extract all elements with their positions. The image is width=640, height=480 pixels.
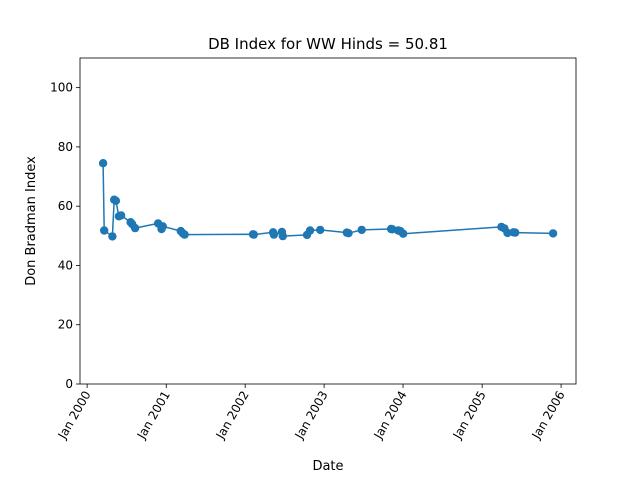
data-point (108, 232, 117, 241)
x-tick-label: Jan 2003 (292, 389, 331, 443)
data-point (344, 229, 353, 238)
x-tick-label: Jan 2001 (134, 389, 173, 443)
data-point (249, 230, 258, 239)
data-point (180, 230, 189, 239)
data-point (357, 225, 366, 235)
y-tick-label: 60 (58, 199, 73, 213)
data-point (548, 229, 558, 238)
data-point (269, 230, 279, 239)
data-point (98, 159, 108, 168)
y-tick-label: 20 (58, 318, 73, 332)
x-tick-label: Jan 2004 (371, 389, 410, 443)
data-point (158, 222, 167, 231)
x-tick-label: Jan 2000 (55, 389, 94, 443)
data-point (278, 231, 287, 241)
x-tick-label: Jan 2006 (529, 389, 568, 443)
data-point (511, 228, 520, 237)
data-point (111, 196, 121, 205)
x-tick-label: Jan 2002 (213, 389, 252, 443)
y-tick-label: 0 (65, 377, 73, 391)
series-line (102, 163, 554, 238)
data-point (130, 223, 140, 233)
y-tick-label: 40 (58, 258, 73, 272)
chart-title: DB Index for WW Hinds = 50.81 (208, 35, 448, 53)
plot-area: 0 20 40 60 80 100 Jan 2000 Jan 2001 Jan 2002 Jan … (50, 57, 577, 443)
y-tick-label: 100 (50, 81, 73, 95)
data-point (399, 229, 408, 238)
x-axis-label: Date (312, 459, 343, 474)
x-tick-label: Jan 2005 (450, 389, 489, 443)
plot-frame (79, 57, 577, 385)
y-axis-label: Don Bradman Index (24, 156, 39, 286)
data-point (100, 226, 109, 235)
y-tick-label: 80 (58, 140, 73, 154)
data-point (305, 226, 315, 235)
data-point (116, 211, 126, 220)
data-point (316, 225, 325, 235)
